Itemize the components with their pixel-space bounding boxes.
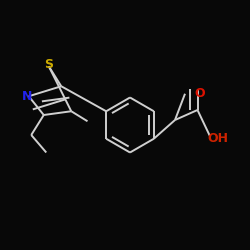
Text: OH: OH bbox=[207, 132, 228, 145]
Text: S: S bbox=[44, 58, 53, 71]
Text: O: O bbox=[194, 87, 205, 100]
Text: N: N bbox=[22, 90, 33, 103]
